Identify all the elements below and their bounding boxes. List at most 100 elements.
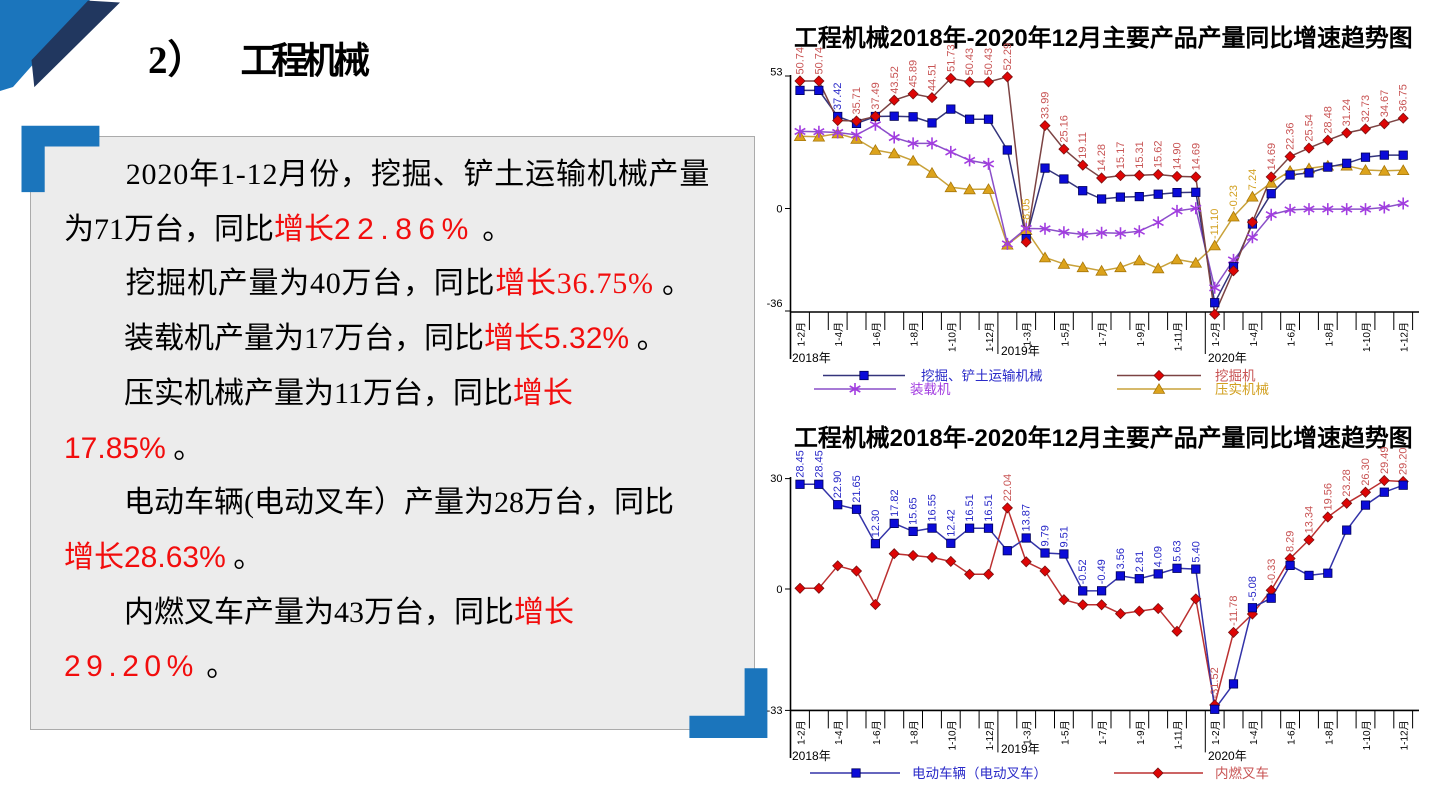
svg-text:1-11月: 1-11月	[1173, 720, 1185, 749]
svg-text:1-5月: 1-5月	[1059, 720, 1071, 744]
svg-text:1-6月: 1-6月	[1286, 720, 1298, 744]
svg-text:3.56: 3.56	[1115, 548, 1127, 569]
svg-text:1-9月: 1-9月	[1135, 322, 1147, 346]
svg-text:51.73: 51.73	[945, 44, 957, 72]
svg-text:52.29: 52.29	[1002, 43, 1014, 71]
svg-text:33.99: 33.99	[1040, 92, 1052, 120]
svg-text:2018年: 2018年	[792, 749, 831, 763]
svg-text:30: 30	[770, 473, 782, 485]
svg-text:28.48: 28.48	[1322, 106, 1334, 134]
svg-text:1-9月: 1-9月	[1135, 720, 1147, 744]
svg-text:1-12月: 1-12月	[1399, 720, 1411, 750]
svg-text:29.20: 29.20	[1398, 447, 1410, 475]
svg-text:-33: -33	[767, 705, 783, 717]
svg-text:53: 53	[770, 67, 782, 79]
svg-text:-0.23: -0.23	[1228, 185, 1240, 210]
svg-text:36.75: 36.75	[1398, 84, 1410, 112]
svg-text:1-2月: 1-2月	[796, 322, 808, 346]
svg-text:28.45: 28.45	[813, 450, 825, 478]
svg-text:9.51: 9.51	[1058, 526, 1070, 547]
svg-text:1-10月: 1-10月	[1361, 322, 1373, 352]
svg-text:1-8月: 1-8月	[909, 720, 921, 744]
svg-text:21.65: 21.65	[851, 475, 863, 503]
svg-text:1-4月: 1-4月	[833, 720, 845, 744]
svg-text:15.17: 15.17	[1115, 142, 1127, 170]
svg-text:22.90: 22.90	[832, 471, 844, 499]
svg-text:-36: -36	[767, 298, 783, 310]
svg-text:工程机械2018年-2020年12月主要产品产量同比增速趋势: 工程机械2018年-2020年12月主要产品产量同比增速趋势图	[794, 424, 1413, 452]
svg-text:14.90: 14.90	[1172, 142, 1184, 170]
svg-text:15.65: 15.65	[908, 497, 920, 525]
svg-text:1-4月: 1-4月	[1248, 720, 1260, 744]
svg-text:35.71: 35.71	[851, 87, 863, 115]
svg-text:4.09: 4.09	[1153, 546, 1165, 567]
svg-text:1-10月: 1-10月	[946, 720, 958, 750]
svg-text:13.34: 13.34	[1304, 506, 1316, 534]
svg-text:2020年: 2020年	[1208, 749, 1247, 763]
svg-text:电动车辆（电动叉车）: 电动车辆（电动叉车）	[912, 765, 1047, 781]
svg-text:37.42: 37.42	[832, 82, 844, 110]
svg-text:5.63: 5.63	[1172, 540, 1184, 561]
svg-text:2019年: 2019年	[1001, 344, 1040, 358]
svg-text:25.16: 25.16	[1058, 115, 1070, 143]
svg-text:装载机: 装载机	[910, 382, 951, 397]
svg-text:31.24: 31.24	[1341, 99, 1353, 127]
svg-text:挖掘机: 挖掘机	[1215, 369, 1256, 384]
svg-text:1-11月: 1-11月	[1173, 322, 1185, 351]
svg-text:挖掘、铲土运输机械: 挖掘、铲土运输机械	[921, 369, 1043, 384]
svg-text:29.49: 29.49	[1379, 446, 1391, 474]
svg-text:1-4月: 1-4月	[833, 322, 845, 346]
svg-text:28.45: 28.45	[795, 450, 807, 478]
svg-text:工程机械2018年-2020年12月主要产品产量同比增速趋势: 工程机械2018年-2020年12月主要产品产量同比增速趋势图	[794, 24, 1413, 52]
svg-text:1-2月: 1-2月	[1210, 720, 1222, 744]
svg-text:16.55: 16.55	[927, 494, 939, 522]
svg-text:1-7月: 1-7月	[1097, 322, 1109, 346]
svg-text:-5.08: -5.08	[1247, 576, 1259, 601]
svg-text:34.67: 34.67	[1379, 90, 1391, 118]
svg-text:14.28: 14.28	[1096, 144, 1108, 172]
svg-text:15.62: 15.62	[1153, 140, 1165, 168]
svg-text:1-7月: 1-7月	[1097, 720, 1109, 744]
svg-text:14.69: 14.69	[1190, 143, 1202, 171]
svg-text:50.74: 50.74	[795, 47, 807, 75]
svg-text:12.30: 12.30	[870, 510, 882, 538]
svg-text:44.51: 44.51	[927, 64, 939, 92]
svg-text:13.87: 13.87	[1021, 504, 1033, 532]
svg-text:1-10月: 1-10月	[1361, 720, 1373, 750]
svg-text:1-6月: 1-6月	[1286, 322, 1298, 346]
svg-text:1-6月: 1-6月	[871, 322, 883, 346]
svg-text:43.52: 43.52	[889, 66, 901, 94]
svg-text:8.29: 8.29	[1285, 531, 1297, 552]
svg-text:1-2月: 1-2月	[1210, 322, 1222, 346]
svg-text:1-12月: 1-12月	[984, 720, 996, 750]
svg-text:内燃叉车: 内燃叉车	[1215, 765, 1269, 781]
svg-text:22.04: 22.04	[1002, 474, 1014, 502]
svg-text:45.89: 45.89	[908, 60, 920, 88]
svg-text:17.82: 17.82	[889, 489, 901, 517]
svg-text:1-10月: 1-10月	[946, 322, 958, 352]
svg-text:1-8月: 1-8月	[909, 322, 921, 346]
svg-text:1-3月: 1-3月	[1022, 720, 1034, 744]
svg-text:-11.10: -11.10	[1209, 209, 1221, 239]
svg-text:26.30: 26.30	[1360, 458, 1372, 486]
svg-text:5.40: 5.40	[1190, 541, 1202, 562]
svg-text:-0.52: -0.52	[1077, 559, 1089, 584]
svg-text:1-8月: 1-8月	[1323, 720, 1335, 744]
svg-text:-11.78: -11.78	[1228, 596, 1240, 626]
svg-text:0: 0	[776, 584, 782, 596]
svg-text:2018年: 2018年	[792, 351, 831, 365]
svg-text:-31.52: -31.52	[1209, 667, 1221, 698]
svg-text:1-2月: 1-2月	[796, 720, 808, 744]
svg-text:1-12月: 1-12月	[1399, 322, 1411, 352]
svg-text:1-6月: 1-6月	[871, 720, 883, 744]
svg-text:压实机械: 压实机械	[1215, 382, 1269, 397]
svg-text:50.43: 50.43	[983, 48, 995, 76]
svg-text:12.42: 12.42	[945, 509, 957, 537]
svg-text:2.81: 2.81	[1134, 551, 1146, 572]
svg-text:-8.05: -8.05	[1021, 199, 1033, 224]
svg-text:9.79: 9.79	[1040, 525, 1052, 546]
svg-text:15.31: 15.31	[1134, 141, 1146, 169]
svg-text:14.69: 14.69	[1266, 143, 1278, 171]
svg-text:23.28: 23.28	[1341, 469, 1353, 497]
svg-text:16.51: 16.51	[964, 494, 976, 522]
